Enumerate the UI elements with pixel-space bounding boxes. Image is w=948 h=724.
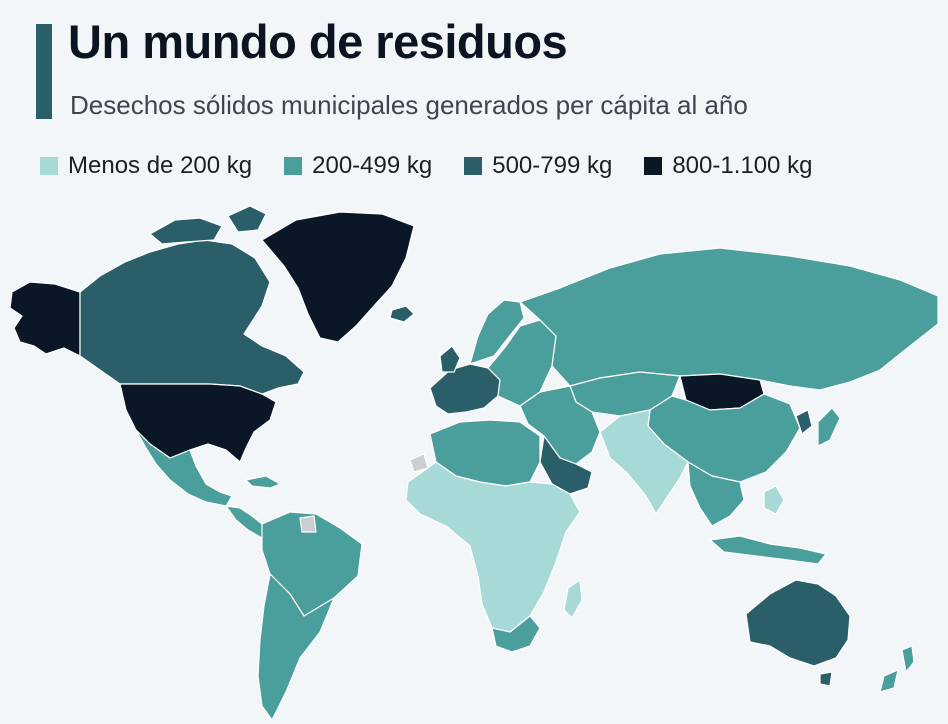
region-mexico: [135, 429, 233, 507]
page-title: Un mundo de residuos: [68, 15, 568, 68]
region-middle-east: [519, 385, 601, 465]
region-new-zealand-south: [879, 669, 899, 693]
region-new-zealand: [901, 645, 915, 673]
legend-item-low: Menos de 200 kg: [40, 152, 252, 180]
region-madagascar: [563, 579, 583, 619]
region-canada-islands: [149, 217, 223, 245]
region-sub-saharan-africa: [405, 461, 581, 633]
region-philippines: [763, 485, 785, 515]
legend-swatch-low: [40, 157, 58, 175]
region-south-asia: [599, 409, 689, 515]
region-south-america-south: [257, 573, 335, 721]
legend-item-medium: 200-499 kg: [284, 152, 432, 180]
region-australia: [745, 579, 851, 667]
region-indonesia: [709, 535, 827, 565]
region-canada: [79, 239, 305, 395]
legend: Menos de 200 kg 200-499 kg 500-799 kg 80…: [40, 152, 844, 180]
page-subtitle: Desechos sólidos municipales generados p…: [70, 90, 748, 120]
region-alaska: [9, 281, 81, 357]
world-map: [9, 205, 939, 721]
legend-item-high: 500-799 kg: [464, 152, 612, 180]
region-iceland: [389, 305, 415, 323]
region-europe-west: [429, 363, 501, 415]
legend-label-medium: 200-499 kg: [312, 152, 433, 179]
legend-label-low: Menos de 200 kg: [68, 152, 253, 179]
region-canada-islands-2: [227, 205, 267, 233]
region-south-america-north: [261, 511, 363, 617]
region-southeast-asia: [687, 461, 745, 527]
region-uk: [439, 345, 461, 373]
region-western-sahara-no-data: [409, 453, 429, 473]
legend-swatch-very-high: [644, 157, 663, 175]
legend-label-high: 500-799 kg: [492, 152, 613, 179]
legend-swatch-medium: [284, 157, 303, 175]
region-korea: [795, 409, 813, 435]
region-russia: [519, 247, 939, 391]
region-usa: [119, 383, 277, 463]
region-south-africa: [491, 615, 541, 653]
legend-swatch-high: [464, 157, 483, 175]
title-accent-bar: [36, 24, 52, 119]
region-greenland: [261, 211, 415, 343]
region-saudi-arabia: [539, 435, 593, 495]
legend-item-very-high: 800-1.100 kg: [644, 152, 812, 180]
region-caribbean: [245, 475, 281, 489]
region-guianas-no-data: [299, 515, 317, 533]
region-tasmania: [819, 671, 833, 687]
legend-label-very-high: 800-1.100 kg: [672, 152, 813, 179]
region-japan: [817, 407, 841, 447]
